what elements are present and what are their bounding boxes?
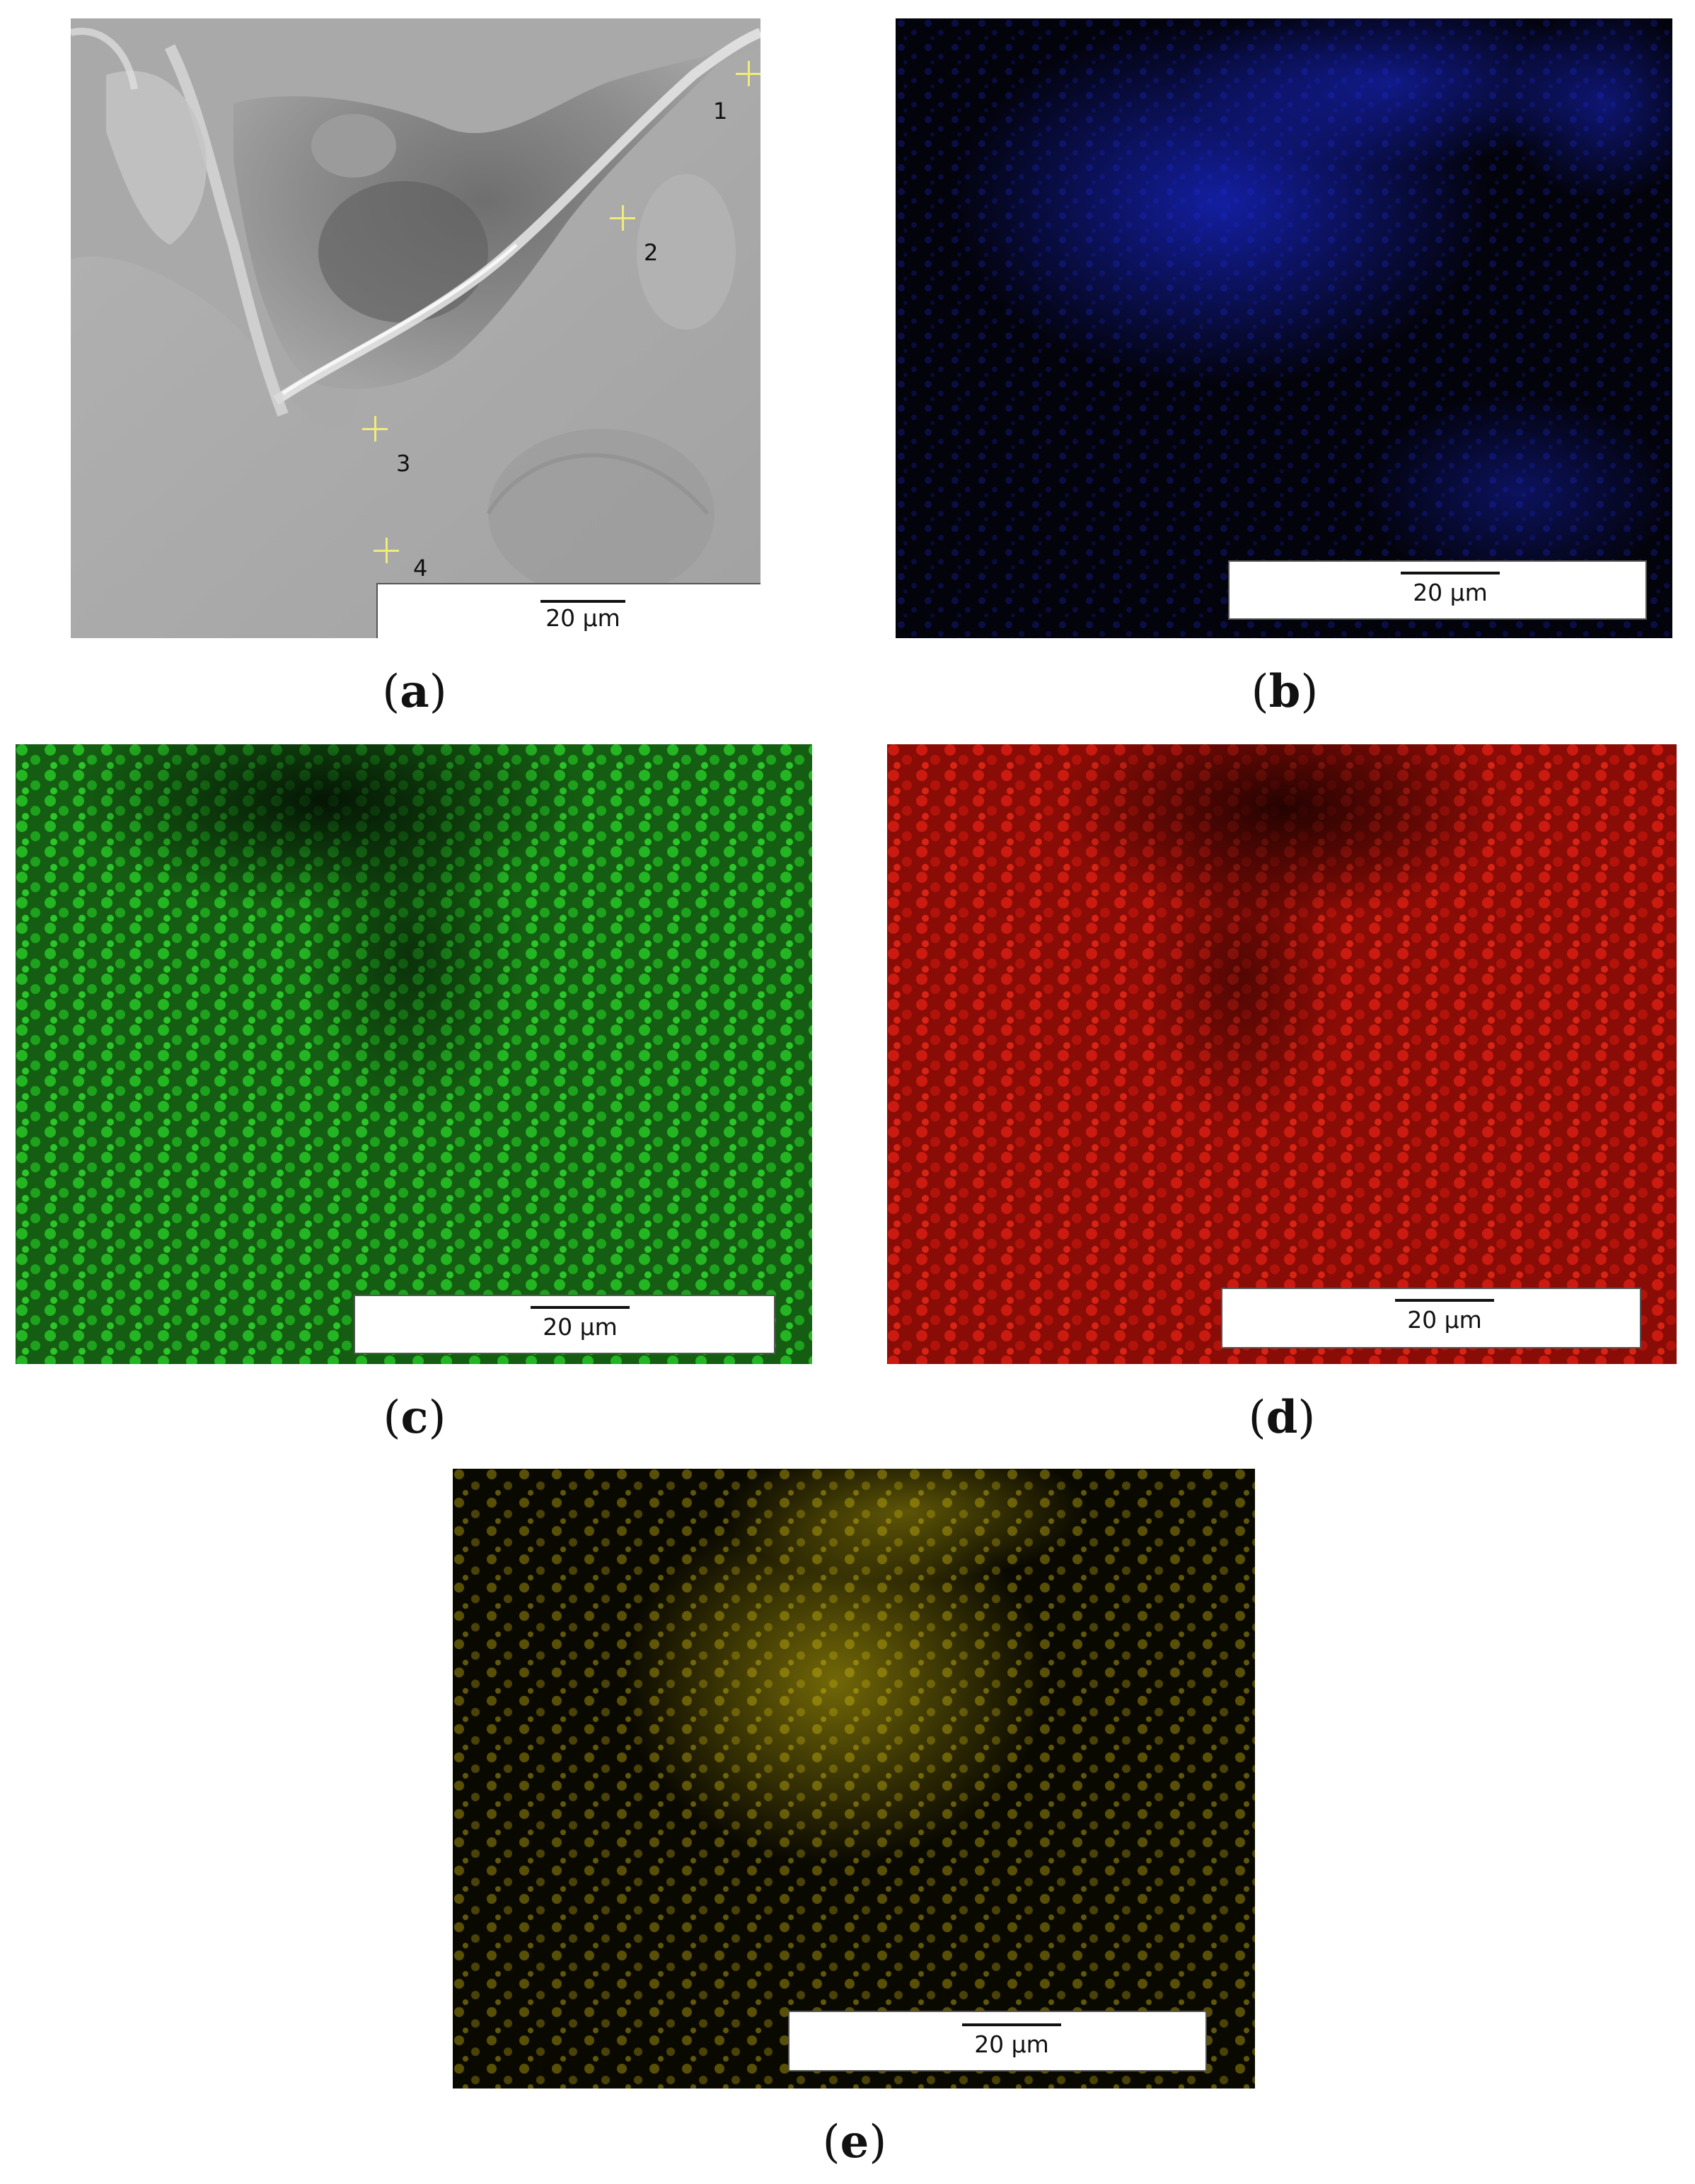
point-label-4: 4 <box>413 555 428 582</box>
point-marker-2 <box>608 204 637 232</box>
scale-bar-label: 20 μm <box>1413 579 1488 606</box>
eds-map-red <box>887 744 1677 1364</box>
scale-bar <box>540 600 625 603</box>
caption-c: (c) <box>383 1391 446 1444</box>
scale-bar-label: 20 μm <box>1407 1306 1482 1334</box>
eds-map-blue <box>896 18 1672 638</box>
scale-bar-box: 20 μm <box>1228 560 1647 620</box>
eds-map-panel-e: 20 μm <box>453 1469 1255 2088</box>
eds-map-panel-d: 20 μm <box>887 744 1677 1364</box>
point-marker-4 <box>372 536 400 565</box>
scale-bar-label: 20 μm <box>543 1313 618 1341</box>
caption-e: (e) <box>822 2115 887 2168</box>
scale-bar-box: 20 μm <box>354 1295 775 1354</box>
caption-a: (a) <box>382 665 447 718</box>
point-label-3: 3 <box>396 450 411 477</box>
scale-bar-label: 20 μm <box>974 2030 1049 2058</box>
scale-bar <box>531 1306 630 1309</box>
point-label-1: 1 <box>713 98 728 125</box>
point-marker-3 <box>361 415 389 443</box>
scale-bar <box>1401 572 1500 574</box>
caption-d: (d) <box>1248 1391 1316 1444</box>
scale-bar-box: 20 μm <box>1221 1288 1641 1348</box>
scale-bar-label: 20 μm <box>545 604 620 632</box>
scale-bar <box>962 2023 1061 2026</box>
scale-bar-box: 20 μm <box>788 2011 1207 2072</box>
sem-micrograph <box>71 18 760 638</box>
eds-map-panel-c: 20 μm <box>16 744 812 1364</box>
caption-b: (b) <box>1251 665 1319 718</box>
scale-bar-box: 20 μm <box>376 583 760 638</box>
eds-map-yellow <box>453 1469 1255 2088</box>
scale-bar <box>1395 1299 1494 1302</box>
point-marker-1 <box>734 59 760 88</box>
eds-map-green <box>16 744 812 1364</box>
eds-map-panel-b: 20 μm <box>896 18 1672 638</box>
point-label-2: 2 <box>644 239 659 266</box>
sem-image-panel-a: 1 2 3 4 20 μm <box>71 18 760 638</box>
